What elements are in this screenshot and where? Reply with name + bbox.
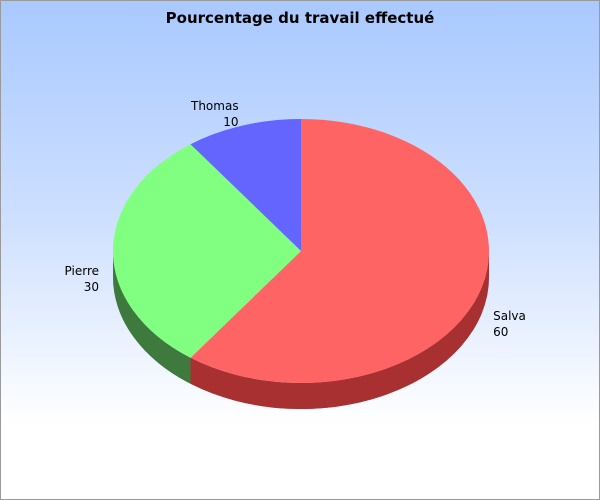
slice-value-pierre: 30 <box>84 280 99 294</box>
pie-slice-thomas[interactable] <box>190 119 301 251</box>
pie-side-shade-salva <box>190 251 489 409</box>
slice-label-thomas: Thomas <box>190 99 239 113</box>
pie-slice-pierre[interactable] <box>112 144 301 358</box>
slice-label-pierre: Pierre <box>65 264 99 278</box>
chart-title: Pourcentage du travail effectué <box>165 9 435 27</box>
pie-slice-salva[interactable] <box>190 119 489 384</box>
slice-label-salva: Salva <box>493 309 526 323</box>
slice-value-salva: 60 <box>493 325 508 339</box>
pie-side-shade-pierre <box>113 251 191 384</box>
slice-value-thomas: 10 <box>223 115 238 129</box>
pie-side-walls <box>113 251 489 409</box>
